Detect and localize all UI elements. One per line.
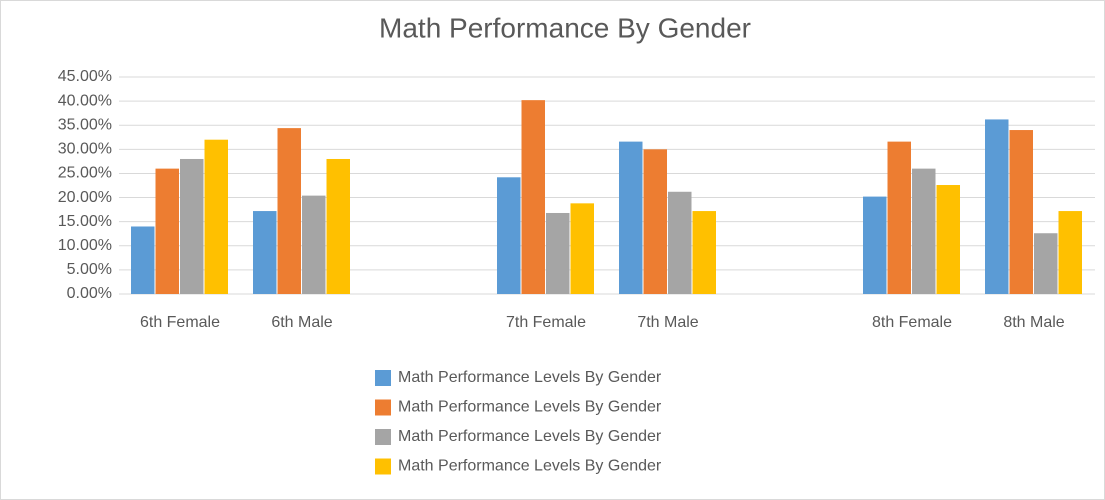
y-tick-label: 20.00% bbox=[58, 189, 112, 206]
legend-label: Math Performance Levels By Gender bbox=[398, 458, 662, 475]
legend-swatch bbox=[375, 370, 391, 386]
bar bbox=[204, 139, 228, 294]
bar bbox=[619, 141, 643, 294]
y-tick-label: 25.00% bbox=[58, 165, 112, 182]
bar bbox=[326, 158, 350, 294]
bar bbox=[546, 212, 570, 294]
bar bbox=[253, 211, 277, 294]
x-tick-label: 6th Male bbox=[271, 314, 332, 331]
bar bbox=[643, 149, 667, 294]
y-tick-label: 0.00% bbox=[67, 285, 112, 302]
legend-label: Math Performance Levels By Gender bbox=[398, 399, 662, 416]
y-tick-label: 5.00% bbox=[67, 261, 112, 278]
bar bbox=[936, 185, 960, 294]
y-tick-label: 10.00% bbox=[58, 237, 112, 254]
bar bbox=[668, 191, 692, 294]
x-tick-label: 7th Female bbox=[506, 314, 586, 331]
bar bbox=[497, 177, 521, 294]
x-tick-label: 7th Male bbox=[637, 314, 698, 331]
bar bbox=[155, 168, 179, 294]
legend-swatch bbox=[375, 429, 391, 445]
y-tick-label: 45.00% bbox=[58, 68, 112, 85]
bar bbox=[912, 168, 936, 294]
bar bbox=[521, 100, 545, 294]
legend-label: Math Performance Levels By Gender bbox=[398, 369, 662, 386]
bar bbox=[1058, 211, 1082, 294]
y-tick-label: 15.00% bbox=[58, 213, 112, 230]
x-tick-label: 8th Female bbox=[872, 314, 952, 331]
bar bbox=[302, 195, 326, 294]
bar bbox=[887, 141, 911, 294]
legend-swatch bbox=[375, 399, 391, 416]
y-tick-label: 30.00% bbox=[58, 141, 112, 158]
bar bbox=[692, 211, 716, 294]
bar bbox=[1009, 130, 1033, 294]
bar bbox=[863, 196, 887, 294]
x-tick-label: 8th Male bbox=[1003, 314, 1064, 331]
bar bbox=[985, 119, 1009, 295]
x-tick-label: 6th Female bbox=[140, 314, 220, 331]
bar bbox=[570, 203, 594, 294]
legend-label: Math Performance Levels By Gender bbox=[398, 428, 662, 445]
bar bbox=[277, 128, 301, 294]
bar bbox=[1034, 233, 1058, 294]
bar bbox=[131, 226, 155, 294]
legend-swatch bbox=[375, 458, 391, 475]
bar bbox=[180, 158, 204, 294]
y-tick-label: 40.00% bbox=[58, 92, 112, 109]
y-tick-label: 35.00% bbox=[58, 116, 112, 133]
chart-title: Math Performance By Gender bbox=[379, 12, 751, 43]
